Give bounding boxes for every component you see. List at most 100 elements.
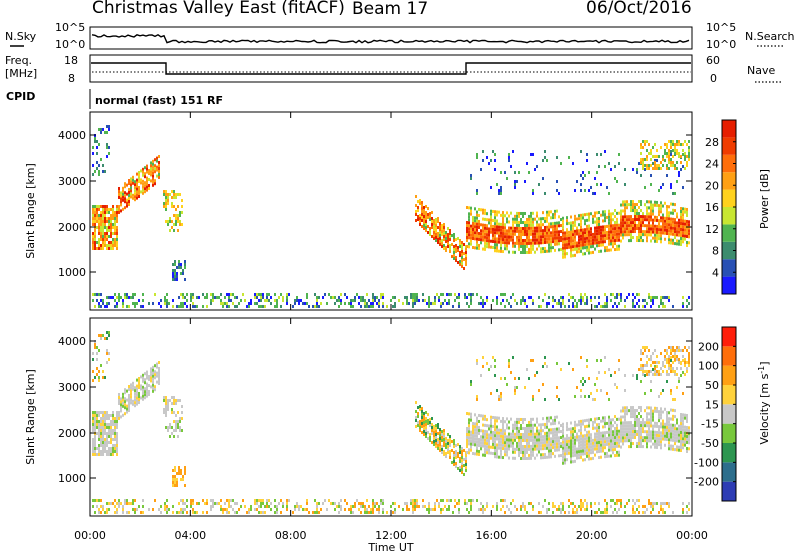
heatmap-cell (466, 445, 468, 448)
heatmap-cell (142, 499, 144, 502)
heatmap-cell (506, 229, 508, 232)
heatmap-cell (642, 164, 644, 167)
heatmap-cell (114, 438, 116, 441)
heatmap-cell (206, 511, 208, 514)
heatmap-cell (463, 449, 465, 452)
heatmap-cell (646, 158, 648, 161)
heatmap-cell (102, 223, 104, 226)
heatmap-cell (568, 511, 570, 514)
heatmap-cell (102, 208, 104, 211)
heatmap-cell (648, 167, 650, 170)
heatmap-cell (140, 178, 142, 181)
heatmap-cell (108, 435, 110, 438)
heatmap-cell (506, 505, 508, 508)
heatmap-cell (358, 502, 360, 505)
heatmap-cell (100, 364, 102, 367)
heatmap-cell (610, 430, 612, 433)
heatmap-cell (176, 484, 178, 487)
heatmap-cell (632, 224, 634, 227)
heatmap-cell (432, 508, 434, 511)
heatmap-cell (116, 214, 118, 217)
heatmap-cell (494, 425, 496, 428)
heatmap-cell (624, 409, 626, 412)
heatmap-cell (580, 217, 582, 220)
heatmap-cell (650, 430, 652, 433)
heatmap-cell (338, 305, 340, 308)
heatmap-cell (435, 233, 437, 236)
heatmap-cell (171, 396, 173, 399)
heatmap-cell (664, 435, 666, 438)
heatmap-cell (590, 505, 592, 508)
heatmap-cell (572, 448, 574, 451)
heatmap-cell (640, 430, 642, 433)
heatmap-cell (556, 386, 558, 389)
heatmap-cell (428, 296, 430, 299)
heatmap-cell (666, 435, 668, 438)
heatmap-cell (540, 223, 542, 226)
heatmap-cell (544, 447, 546, 450)
heatmap-cell (436, 293, 438, 296)
heatmap-cell (445, 440, 447, 443)
heatmap-cell (670, 356, 672, 359)
heatmap-cell (662, 158, 664, 161)
heatmap-cell (184, 266, 186, 269)
heatmap-cell (636, 445, 638, 448)
heatmap-cell (482, 511, 484, 514)
heatmap-cell (298, 299, 300, 302)
heatmap-cell (514, 451, 516, 454)
heatmap-cell (650, 183, 652, 186)
heatmap-cell (410, 296, 412, 299)
heatmap-cell (682, 508, 684, 511)
heatmap-cell (156, 166, 158, 169)
heatmap-cell (182, 296, 184, 299)
heatmap-cell (262, 502, 264, 505)
heatmap-cell (474, 225, 476, 228)
heatmap-cell (668, 441, 670, 444)
heatmap-cell (614, 454, 616, 457)
heatmap-cell (510, 227, 512, 230)
heatmap-cell (644, 230, 646, 233)
heatmap-cell (486, 433, 488, 436)
heatmap-cell (510, 436, 512, 439)
heatmap-cell (244, 299, 246, 302)
heatmap-cell (664, 143, 666, 146)
heatmap-cell (608, 162, 610, 165)
heatmap-cell (664, 432, 666, 435)
heatmap-cell (474, 222, 476, 225)
heatmap-cell (376, 508, 378, 511)
heatmap-cell (152, 302, 154, 305)
heatmap-cell (536, 242, 538, 245)
heatmap-cell (564, 243, 566, 246)
heatmap-cell (134, 198, 136, 201)
heatmap-cell (548, 441, 550, 444)
heatmap-cell (586, 425, 588, 428)
heatmap-cell (598, 302, 600, 305)
heatmap-cell (586, 219, 588, 222)
heatmap-cell (180, 469, 182, 472)
heatmap-cell (136, 197, 138, 200)
heatmap-cell (488, 233, 490, 236)
heatmap-cell (457, 467, 459, 470)
heatmap-cell (548, 296, 550, 299)
heatmap-cell (530, 224, 532, 227)
heatmap-cell (624, 299, 626, 302)
heatmap-cell (470, 213, 472, 216)
heatmap-cell (210, 293, 212, 296)
heatmap-cell (486, 242, 488, 245)
heatmap-cell (268, 499, 270, 502)
heatmap-cell (524, 224, 526, 227)
heatmap-cell (588, 189, 590, 192)
heatmap-cell (596, 426, 598, 429)
heatmap-cell (449, 441, 451, 444)
heatmap-cell (148, 393, 150, 396)
heatmap-cell (488, 236, 490, 239)
heatmap-cell (574, 430, 576, 433)
heatmap-cell (181, 211, 183, 214)
heatmap-cell (446, 293, 448, 296)
heatmap-cell (500, 302, 502, 305)
heatmap-cell (528, 502, 530, 505)
heatmap-cell (370, 508, 372, 511)
heatmap-cell (642, 212, 644, 215)
heatmap-cell (516, 239, 518, 242)
heatmap-cell (486, 227, 488, 230)
